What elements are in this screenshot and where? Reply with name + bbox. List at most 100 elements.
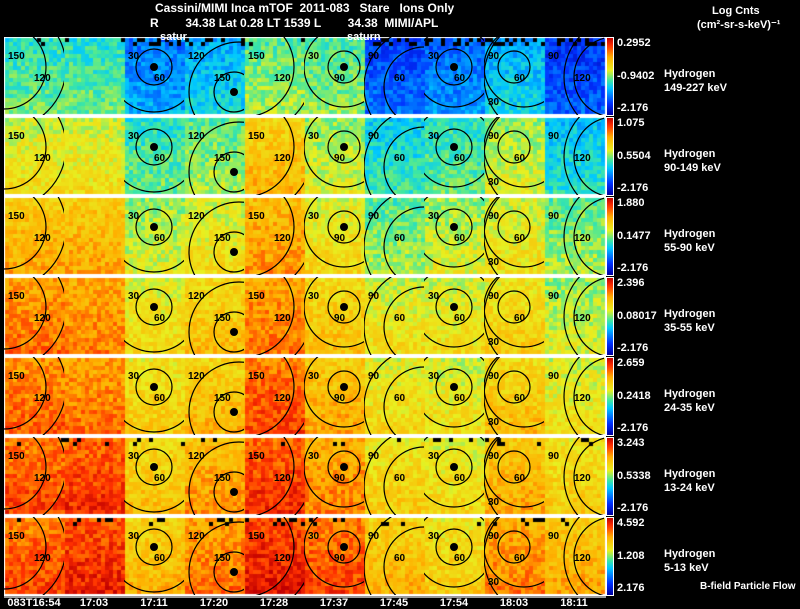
contour-label: 120 bbox=[34, 153, 51, 164]
contour-label: 120 bbox=[274, 73, 291, 84]
contour-label: 30 bbox=[308, 531, 320, 542]
field-center-marker bbox=[150, 223, 158, 231]
contour-label: 30 bbox=[488, 497, 500, 508]
contour-line bbox=[213, 391, 244, 433]
panel: 90 120 bbox=[548, 517, 604, 595]
contour-line bbox=[435, 288, 473, 326]
colorbar-max: 1.880 bbox=[617, 197, 645, 209]
contour-line bbox=[135, 128, 173, 166]
contour-line bbox=[424, 437, 484, 508]
contour-line bbox=[563, 277, 581, 355]
planet-label: saturn bbox=[347, 31, 381, 43]
colorbar-mid: 0.1477 bbox=[617, 230, 651, 242]
contour-label: 90 bbox=[548, 531, 560, 542]
panel: 90 60 bbox=[364, 277, 424, 355]
contour-label: 60 bbox=[394, 153, 406, 164]
contour-label: 30 bbox=[488, 177, 500, 188]
contour-label: 120 bbox=[188, 211, 205, 222]
contour-line bbox=[135, 528, 173, 566]
contour-line bbox=[304, 517, 364, 588]
contour-line bbox=[42, 197, 64, 275]
contour-line bbox=[364, 437, 392, 515]
field-center-marker bbox=[450, 383, 458, 391]
panel: 150 120 bbox=[4, 517, 64, 595]
panel: 30 60 bbox=[424, 357, 484, 428]
row-label: Hydrogen 24-35 keV bbox=[664, 387, 715, 415]
contour-label: 30 bbox=[128, 451, 140, 462]
contour-label: 90 bbox=[334, 393, 346, 404]
contour-label: 90 bbox=[488, 211, 500, 222]
field-center-marker bbox=[150, 143, 158, 151]
contour-line bbox=[4, 517, 47, 590]
contour-label: 120 bbox=[34, 473, 51, 484]
panel: 30 60 bbox=[124, 288, 184, 353]
contour-label: 30 bbox=[488, 577, 500, 588]
colorbar-mid: 0.08017 bbox=[617, 310, 657, 322]
contour-label: 120 bbox=[274, 313, 291, 324]
contour-line bbox=[497, 130, 531, 164]
species: Hydrogen bbox=[664, 388, 716, 400]
row-label: Hydrogen 5-13 keV bbox=[664, 547, 715, 575]
units-title: Log Cnts bbox=[712, 5, 760, 17]
contour-label: 60 bbox=[514, 233, 526, 244]
panel: 30 90 bbox=[304, 437, 364, 508]
panel: 150 120 bbox=[248, 117, 304, 195]
energy-range: 149-227 keV bbox=[664, 82, 727, 94]
contour-line bbox=[424, 357, 484, 428]
contour-label: 120 bbox=[274, 473, 291, 484]
panel: 90 120 bbox=[548, 197, 604, 275]
contour-line bbox=[188, 281, 244, 355]
contour-line bbox=[435, 528, 473, 566]
contour-label: 30 bbox=[428, 291, 440, 302]
colorbar-mid: 1.208 bbox=[617, 550, 645, 562]
contour-label: 90 bbox=[368, 51, 380, 62]
contour-line bbox=[304, 357, 364, 428]
contour-label: 30 bbox=[128, 51, 140, 62]
contour-line bbox=[424, 277, 484, 348]
contour-label: 90 bbox=[548, 51, 560, 62]
panel: 150 120 bbox=[4, 357, 64, 435]
panel: 150 120 bbox=[248, 437, 304, 515]
contour-line bbox=[484, 517, 544, 588]
contour-label: 120 bbox=[274, 233, 291, 244]
contour-label: 90 bbox=[334, 153, 346, 164]
field-center-marker bbox=[450, 463, 458, 471]
colorbar-mid: 0.2418 bbox=[617, 390, 651, 402]
contour-label: 120 bbox=[188, 451, 205, 462]
contour-label: 60 bbox=[454, 473, 466, 484]
contour-label: 90 bbox=[334, 473, 346, 484]
contour-label: 60 bbox=[514, 153, 526, 164]
contour-line bbox=[42, 277, 64, 355]
panel: 90 60 30 bbox=[484, 517, 544, 595]
species: Hydrogen bbox=[664, 228, 716, 240]
contour-label: 90 bbox=[368, 451, 380, 462]
contour-line bbox=[364, 357, 392, 435]
row-label: Hydrogen 13-24 keV bbox=[664, 467, 715, 495]
contour-line bbox=[294, 181, 304, 195]
contour-line bbox=[497, 50, 531, 84]
contour-line bbox=[188, 41, 244, 115]
contour-label: 120 bbox=[34, 393, 51, 404]
colorbar-mid: 0.5504 bbox=[617, 150, 651, 162]
contour-line bbox=[294, 341, 304, 355]
field-center-marker bbox=[150, 63, 158, 71]
panel: 90 60 bbox=[364, 37, 424, 115]
contour-label: 60 bbox=[394, 233, 406, 244]
contour-line bbox=[563, 117, 581, 195]
colorbar-min: -2.176 bbox=[617, 102, 649, 114]
contour-label: 150 bbox=[248, 211, 265, 222]
contour-line bbox=[435, 128, 473, 166]
contour-line bbox=[497, 210, 531, 244]
contour-line bbox=[42, 37, 64, 115]
contour-line bbox=[563, 357, 581, 435]
contour-line bbox=[364, 197, 392, 275]
contour-line bbox=[124, 419, 184, 433]
panel: 30 60 bbox=[124, 208, 184, 273]
contour-line bbox=[364, 277, 392, 355]
row-label: Hydrogen 90-149 keV bbox=[664, 147, 721, 175]
contour-line bbox=[484, 437, 544, 508]
species: Hydrogen bbox=[664, 308, 716, 320]
contour-line bbox=[573, 277, 604, 355]
time-tick: 17:54 bbox=[439, 597, 469, 609]
